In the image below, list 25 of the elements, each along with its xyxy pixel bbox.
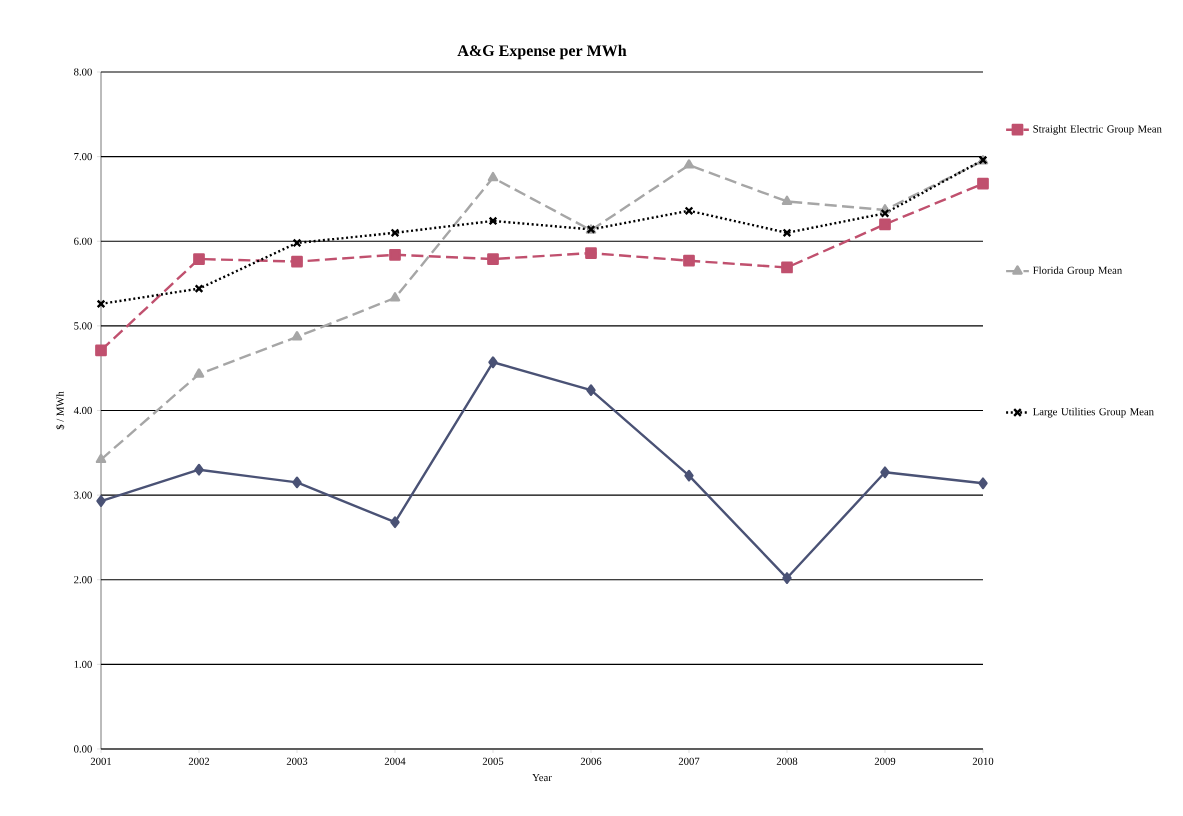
- x-tick-label: 2004: [384, 757, 406, 765]
- x-tick-label: 2009: [874, 757, 896, 765]
- y-tick-label: 3.00: [74, 491, 92, 499]
- y-tick-label: 7.00: [74, 153, 92, 161]
- y-tick-label: 6.00: [74, 237, 92, 245]
- legend-label: Florida Group Mean: [1033, 266, 1123, 277]
- y-tick-label: 2.00: [74, 576, 92, 584]
- y-axis-title: $ / MWh: [55, 391, 65, 430]
- y-tick-label: 4.00: [73, 406, 92, 415]
- y-tick-label: 8.00: [74, 68, 92, 76]
- y-tick-label: 1.00: [74, 660, 92, 668]
- x-tick-label: 2005: [482, 757, 504, 765]
- x-tick-label: 2001: [90, 757, 112, 765]
- legend-label: Straight Electric Group Mean: [1033, 125, 1162, 135]
- y-tick-label: 0.00: [74, 745, 92, 753]
- x-tick-label: 2007: [678, 757, 700, 765]
- x-tick-label: 2002: [188, 757, 210, 765]
- x-tick-label: 2006: [580, 757, 602, 765]
- x-tick-label: 2003: [286, 757, 308, 765]
- chart-title: A&G Expense per MWh: [457, 44, 627, 60]
- x-axis-title: Year: [532, 774, 552, 782]
- y-tick-label: 5.00: [74, 322, 92, 330]
- x-tick-label: 2008: [776, 757, 798, 765]
- x-tick-label: 2010: [972, 757, 994, 765]
- legend-label: Large Utilities Group Mean: [1033, 407, 1154, 418]
